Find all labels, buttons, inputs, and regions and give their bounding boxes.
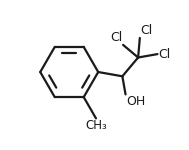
Text: Cl: Cl [140, 24, 152, 37]
Text: Cl: Cl [159, 48, 171, 61]
Text: CH₃: CH₃ [86, 119, 108, 132]
Text: Cl: Cl [110, 31, 122, 44]
Text: OH: OH [127, 95, 146, 108]
